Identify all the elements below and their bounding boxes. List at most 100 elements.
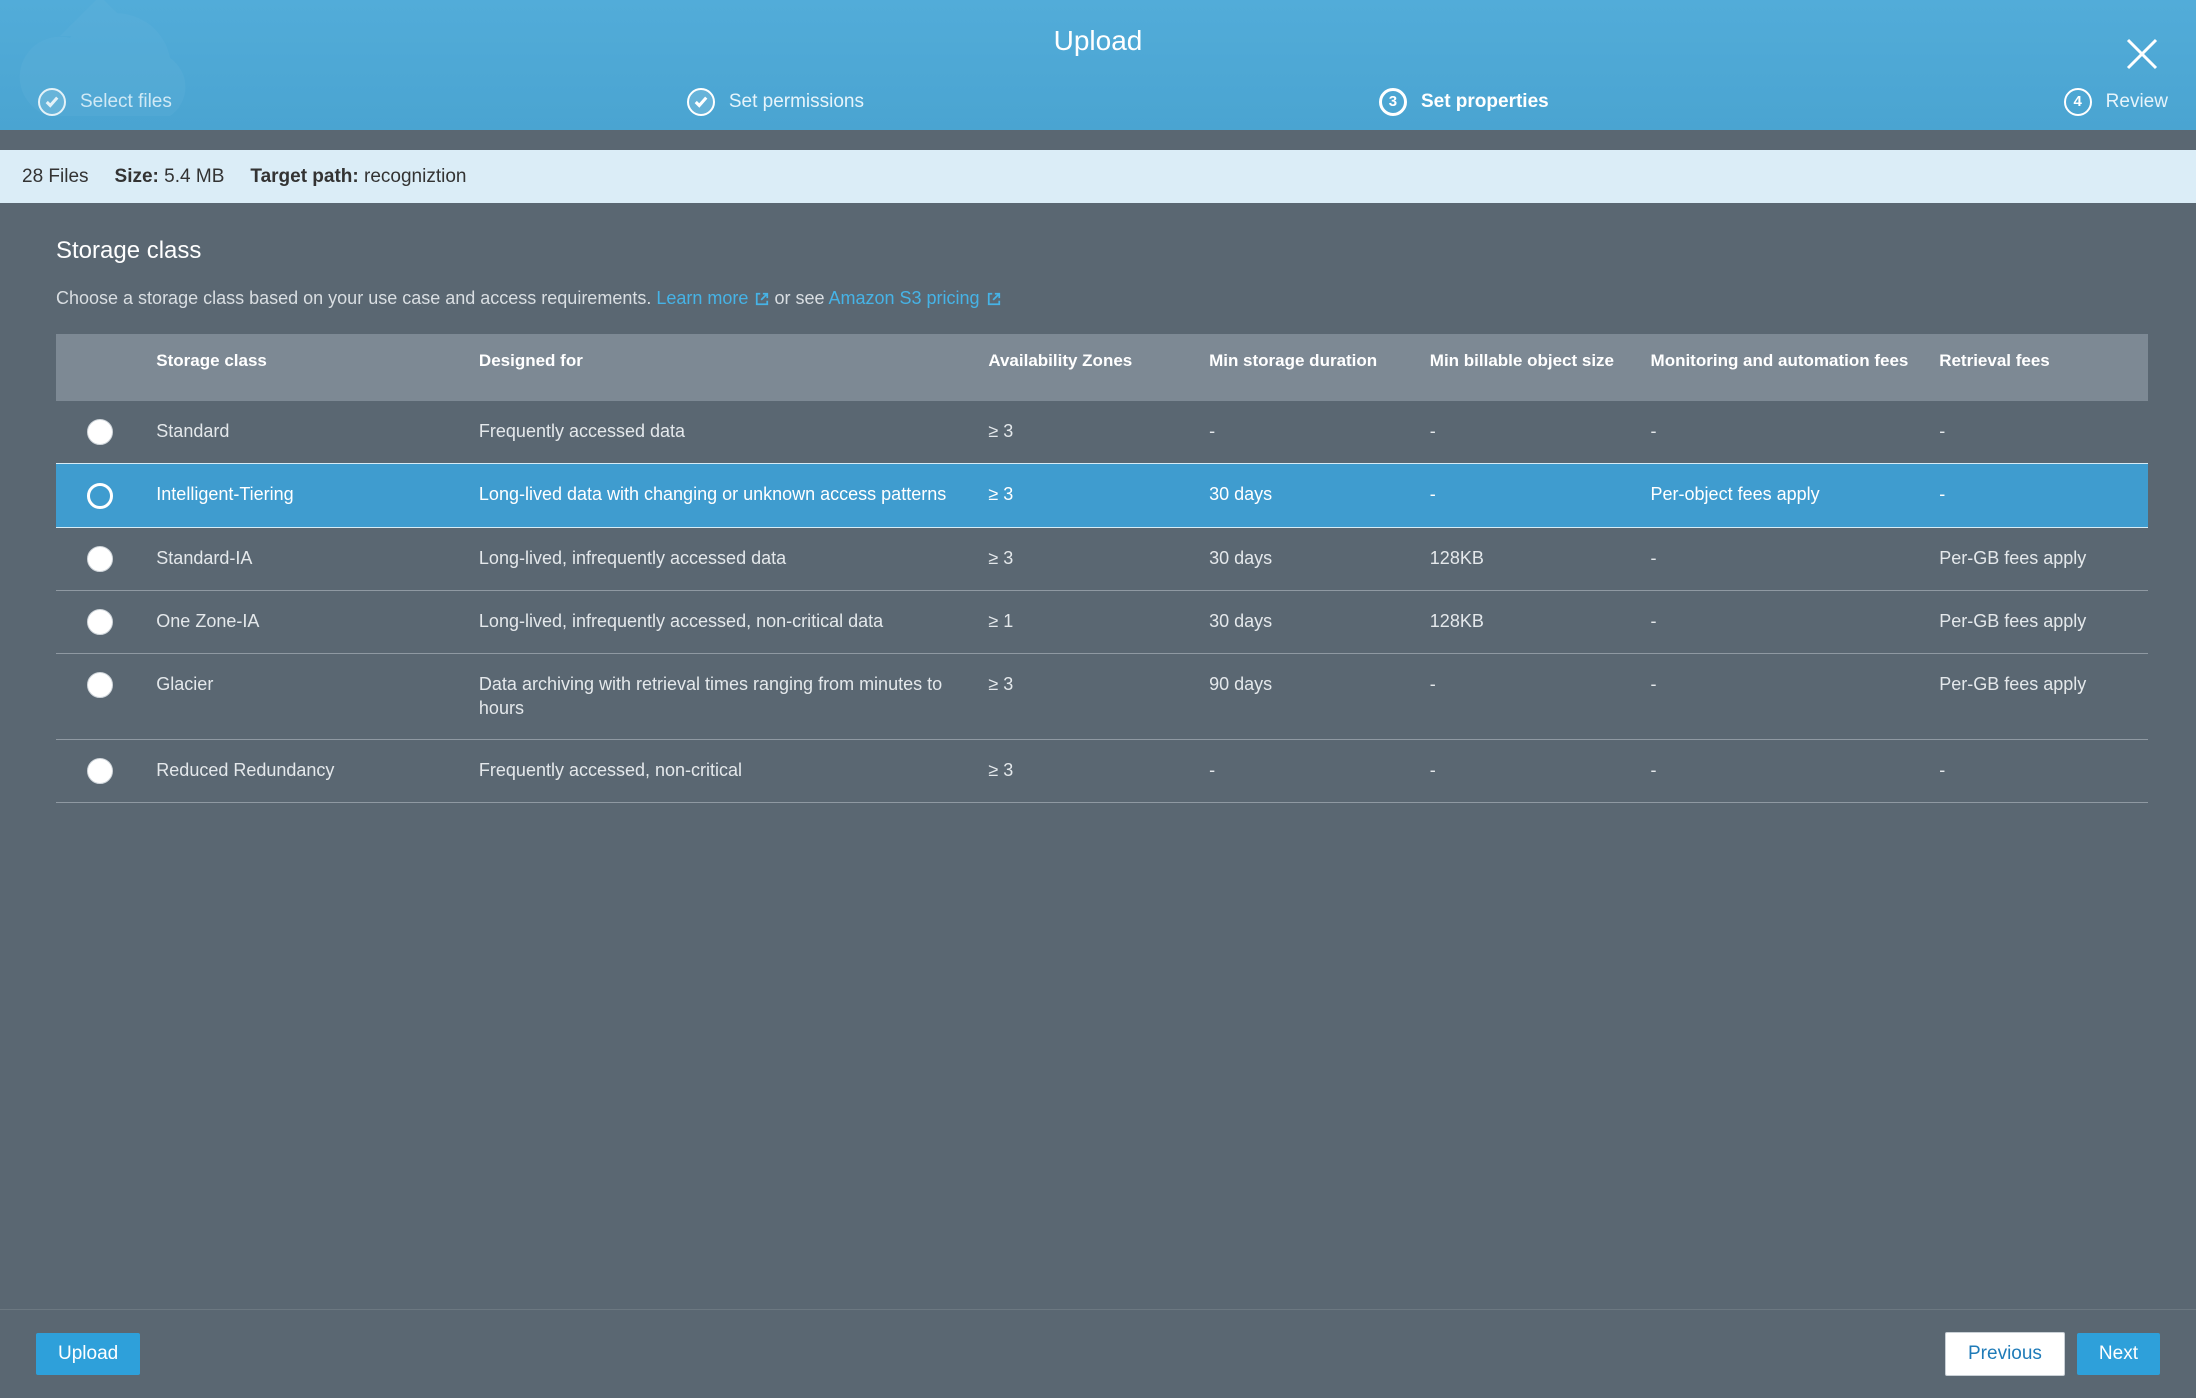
storage-class-name: Standard-IA — [144, 527, 467, 590]
size-label: Size: — [115, 166, 159, 187]
min-billable-object-size: - — [1418, 739, 1639, 802]
modal-body: 28 Files Size: 5.4 MB Target path: recog… — [0, 130, 2196, 1398]
storage-class-name: Reduced Redundancy — [144, 739, 467, 802]
retrieval-fees: Per-GB fees apply — [1927, 527, 2148, 590]
radio-cell — [56, 464, 144, 527]
table-row[interactable]: One Zone-IALong-lived, infrequently acce… — [56, 590, 2148, 653]
table-row[interactable]: StandardFrequently accessed data≥ 3---- — [56, 401, 2148, 464]
radio-button[interactable] — [87, 609, 113, 635]
designed-for: Frequently accessed, non-critical — [467, 739, 976, 802]
table-row[interactable]: Intelligent-TieringLong-lived data with … — [56, 464, 2148, 527]
target-value: recogniztion — [364, 166, 466, 187]
step-label: Review — [2106, 89, 2168, 115]
designed-for: Data archiving with retrieval times rang… — [467, 654, 976, 740]
designed-for: Long-lived, infrequently accessed data — [467, 527, 976, 590]
wizard-step-3[interactable]: 3 Set properties — [1379, 88, 1549, 116]
radio-cell — [56, 401, 144, 464]
monitoring-fees: - — [1639, 590, 1928, 653]
external-icon — [755, 288, 769, 302]
modal-footer: Upload Previous Next — [0, 1309, 2196, 1398]
info-bar: 28 Files Size: 5.4 MB Target path: recog… — [0, 150, 2196, 204]
designed-for: Frequently accessed data — [467, 401, 976, 464]
size-value: 5.4 MB — [164, 166, 224, 187]
monitoring-fees: Per-object fees apply — [1639, 464, 1928, 527]
table-header-row: Storage classDesigned forAvailability Zo… — [56, 334, 2148, 401]
min-storage-duration: 90 days — [1197, 654, 1418, 740]
column-header: Min storage duration — [1197, 334, 1418, 401]
table-row[interactable]: GlacierData archiving with retrieval tim… — [56, 654, 2148, 740]
column-header — [56, 334, 144, 401]
upload-modal: Upload Select filesSet permissions3Set p… — [0, 0, 2196, 1398]
monitoring-fees: - — [1639, 654, 1928, 740]
next-button[interactable]: Next — [2077, 1333, 2160, 1375]
content: Storage class Choose a storage class bas… — [0, 203, 2196, 826]
availability-zones: ≥ 3 — [976, 654, 1197, 740]
min-billable-object-size: - — [1418, 401, 1639, 464]
min-storage-duration: 30 days — [1197, 464, 1418, 527]
retrieval-fees: Per-GB fees apply — [1927, 654, 2148, 740]
pricing-link[interactable]: Amazon S3 pricing — [828, 288, 1000, 308]
size-block: Size: 5.4 MB — [115, 164, 225, 190]
radio-cell — [56, 739, 144, 802]
table-row[interactable]: Reduced RedundancyFrequently accessed, n… — [56, 739, 2148, 802]
availability-zones: ≥ 3 — [976, 401, 1197, 464]
min-storage-duration: - — [1197, 739, 1418, 802]
retrieval-fees: Per-GB fees apply — [1927, 590, 2148, 653]
column-header: Monitoring and automation fees — [1639, 334, 1928, 401]
storage-class-name: One Zone-IA — [144, 590, 467, 653]
storage-class-name: Intelligent-Tiering — [144, 464, 467, 527]
learn-more-text: Learn more — [656, 288, 748, 308]
step-label: Set properties — [1421, 89, 1549, 115]
availability-zones: ≥ 3 — [976, 527, 1197, 590]
min-storage-duration: 30 days — [1197, 527, 1418, 590]
target-label: Target path: — [250, 166, 358, 187]
retrieval-fees: - — [1927, 401, 2148, 464]
monitoring-fees: - — [1639, 401, 1928, 464]
pricing-text: Amazon S3 pricing — [828, 288, 979, 308]
min-billable-object-size: - — [1418, 464, 1639, 527]
storage-class-table: Storage classDesigned forAvailability Zo… — [56, 334, 2148, 803]
min-billable-object-size: 128KB — [1418, 590, 1639, 653]
previous-button[interactable]: Previous — [1945, 1332, 2065, 1376]
column-header: Availability Zones — [976, 334, 1197, 401]
wizard-step-4[interactable]: 4 Review — [2064, 88, 2168, 116]
step-number: 4 — [2064, 88, 2092, 116]
learn-more-link[interactable]: Learn more — [656, 288, 774, 308]
radio-button[interactable] — [87, 672, 113, 698]
scroll-region[interactable]: 28 Files Size: 5.4 MB Target path: recog… — [0, 130, 2196, 1309]
radio-button[interactable] — [87, 483, 113, 509]
min-billable-object-size: 128KB — [1418, 527, 1639, 590]
retrieval-fees: - — [1927, 739, 2148, 802]
close-icon — [2124, 36, 2160, 72]
step-label: Set permissions — [729, 89, 864, 115]
or-see: or see — [774, 288, 828, 308]
radio-cell — [56, 527, 144, 590]
availability-zones: ≥ 1 — [976, 590, 1197, 653]
radio-cell — [56, 654, 144, 740]
table-row[interactable]: Standard-IALong-lived, infrequently acce… — [56, 527, 2148, 590]
storage-class-name: Glacier — [144, 654, 467, 740]
radio-button[interactable] — [87, 546, 113, 572]
radio-button[interactable] — [87, 419, 113, 445]
retrieval-fees: - — [1927, 464, 2148, 527]
monitoring-fees: - — [1639, 739, 1928, 802]
column-header: Min billable object size — [1418, 334, 1639, 401]
min-storage-duration: - — [1197, 401, 1418, 464]
external-icon — [987, 288, 1001, 302]
target-block: Target path: recogniztion — [250, 164, 466, 190]
storage-class-name: Standard — [144, 401, 467, 464]
column-header: Storage class — [144, 334, 467, 401]
file-count: 28 Files — [22, 164, 89, 190]
designed-for: Long-lived data with changing or unknown… — [467, 464, 976, 527]
radio-button[interactable] — [87, 758, 113, 784]
column-header: Designed for — [467, 334, 976, 401]
monitoring-fees: - — [1639, 527, 1928, 590]
designed-for: Long-lived, infrequently accessed, non-c… — [467, 590, 976, 653]
upload-button[interactable]: Upload — [36, 1333, 140, 1375]
close-button[interactable] — [2124, 36, 2160, 72]
min-billable-object-size: - — [1418, 654, 1639, 740]
availability-zones: ≥ 3 — [976, 739, 1197, 802]
step-number: 3 — [1379, 88, 1407, 116]
table-body: StandardFrequently accessed data≥ 3----I… — [56, 401, 2148, 802]
wizard-step-2[interactable]: Set permissions — [687, 88, 864, 116]
